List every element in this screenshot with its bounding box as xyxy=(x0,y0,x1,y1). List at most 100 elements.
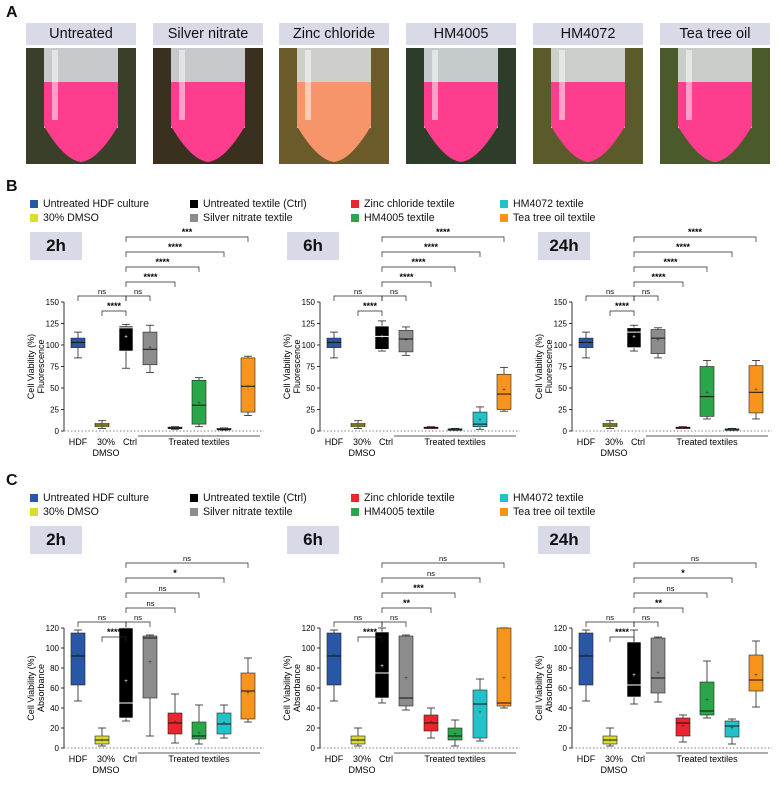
box-mean-marker: + xyxy=(173,720,177,726)
x-label-hdf: HDF xyxy=(325,437,344,447)
y-tick-label: 25 xyxy=(558,406,567,415)
x-label-hdf: HDF xyxy=(325,754,344,764)
significance-label: **** xyxy=(688,227,703,237)
legend-swatch xyxy=(351,214,359,222)
legend-swatch xyxy=(30,200,38,208)
x-label-dmso: DMSO xyxy=(601,765,628,775)
legend-label: HM4072 textile xyxy=(513,198,584,210)
y-tick-label: 80 xyxy=(306,664,315,673)
box-7 xyxy=(748,365,764,414)
significance-label: **** xyxy=(424,242,439,252)
legend-label: Silver nitrate textile xyxy=(203,212,293,224)
box-0 xyxy=(326,632,342,686)
box-mean-marker: + xyxy=(730,726,734,732)
legend-label: Untreated HDF culture xyxy=(43,198,149,210)
significance-bracket xyxy=(381,621,407,627)
significance-label: ns xyxy=(390,613,398,622)
time-label-c-24h: 24h xyxy=(538,526,590,554)
y-axis-label: Cell Viability (%) xyxy=(282,334,292,399)
legend-item: Silver nitrate textile xyxy=(190,212,293,224)
box-5 xyxy=(191,379,207,425)
legend-item: HM4072 textile xyxy=(500,198,584,210)
box-mean-marker: + xyxy=(404,676,408,682)
tube-photo-image xyxy=(153,48,263,164)
legend-label: Untreated textile (Ctrl) xyxy=(203,198,307,210)
box-mean-marker: + xyxy=(246,384,250,390)
significance-bracket xyxy=(101,310,127,316)
significance-label: **** xyxy=(615,627,630,637)
box-mean-marker: + xyxy=(478,710,482,716)
y-tick-label: 0 xyxy=(311,427,316,436)
tube-liquid xyxy=(678,82,752,162)
significance-label: ns xyxy=(390,287,398,296)
box-7 xyxy=(496,627,512,707)
y-tick-label: 75 xyxy=(558,363,567,372)
box-mean-marker: + xyxy=(173,426,177,432)
significance-bracket xyxy=(381,295,407,301)
time-label-c-6h: 6h xyxy=(287,526,339,554)
significance-bracket xyxy=(609,636,635,642)
time-label-b-24h: 24h xyxy=(538,232,590,260)
box-mean-marker: + xyxy=(681,426,685,432)
box-3 xyxy=(142,635,158,699)
box-mean-marker: + xyxy=(754,388,758,394)
tube-photo-image xyxy=(660,48,770,164)
box-mean-marker: + xyxy=(124,679,128,685)
box-mean-marker: + xyxy=(356,423,360,429)
significance-bracket xyxy=(125,607,176,613)
significance-label: **** xyxy=(155,257,170,267)
significance-label: **** xyxy=(436,227,451,237)
box-mean-marker: + xyxy=(124,334,128,340)
box-5 xyxy=(699,681,715,716)
tube-photo-image xyxy=(26,48,136,164)
significance-label: **** xyxy=(651,272,666,282)
box-mean-marker: + xyxy=(222,721,226,727)
y-axis-label: Cell Viability (%) xyxy=(26,655,36,720)
box-mean-marker: + xyxy=(478,418,482,424)
panel-label-a: A xyxy=(6,4,18,21)
y-tick-label: 100 xyxy=(46,644,60,653)
tube-photo: Untreated xyxy=(26,23,136,164)
tube-label: Zinc chloride xyxy=(279,23,389,45)
significance-bracket xyxy=(125,266,200,272)
significance-label: ns xyxy=(354,613,362,622)
chart-B-6h: 0 25 50 75 100 125 150 Cell Viability (%) Fluore… xyxy=(282,227,520,458)
box-mean-marker: + xyxy=(197,731,201,737)
y-axis-label: Fluorescence xyxy=(36,339,46,393)
box-mean-marker: + xyxy=(429,720,433,726)
legend-label: HM4005 textile xyxy=(364,506,435,518)
legend-item: Untreated HDF culture xyxy=(30,198,149,210)
x-label-treated: Treated textiles xyxy=(424,437,486,447)
x-label-treated: Treated textiles xyxy=(168,754,230,764)
significance-label: ns xyxy=(354,287,362,296)
significance-label: **** xyxy=(363,301,378,311)
legend-swatch xyxy=(500,494,508,502)
legend-swatch xyxy=(500,508,508,516)
significance-label: ns xyxy=(134,613,142,622)
y-axis-label: Absorbance xyxy=(292,664,302,712)
legend-label: Silver nitrate textile xyxy=(203,506,293,518)
x-label-treated: Treated textiles xyxy=(424,754,486,764)
box-6 xyxy=(472,411,488,427)
box-mean-marker: + xyxy=(502,676,506,682)
significance-label: ns xyxy=(147,599,155,608)
box-mean-marker: + xyxy=(681,724,685,730)
box-2 xyxy=(626,327,642,348)
x-label-ctrl: Ctrl xyxy=(631,437,645,447)
box-7 xyxy=(240,672,256,720)
panel-label-c: C xyxy=(6,472,18,489)
y-tick-label: 100 xyxy=(554,341,568,350)
y-tick-label: 125 xyxy=(554,320,568,329)
legend-swatch xyxy=(30,494,38,502)
box-mean-marker: + xyxy=(632,673,636,679)
box-2 xyxy=(374,325,390,350)
chart-B-24h: 0 25 50 75 100 125 150 Cell Viability (%) Fluore… xyxy=(534,227,772,458)
significance-label: **** xyxy=(411,257,426,267)
y-tick-label: 100 xyxy=(302,341,316,350)
significance-label: **** xyxy=(676,242,691,252)
significance-bracket xyxy=(357,310,383,316)
box-mean-marker: + xyxy=(429,426,433,432)
chart-B-2h: 0 25 50 75 100 125 150 Cell Viability (%) Fluore… xyxy=(26,227,264,458)
significance-bracket xyxy=(381,236,505,242)
significance-bracket xyxy=(125,592,200,598)
